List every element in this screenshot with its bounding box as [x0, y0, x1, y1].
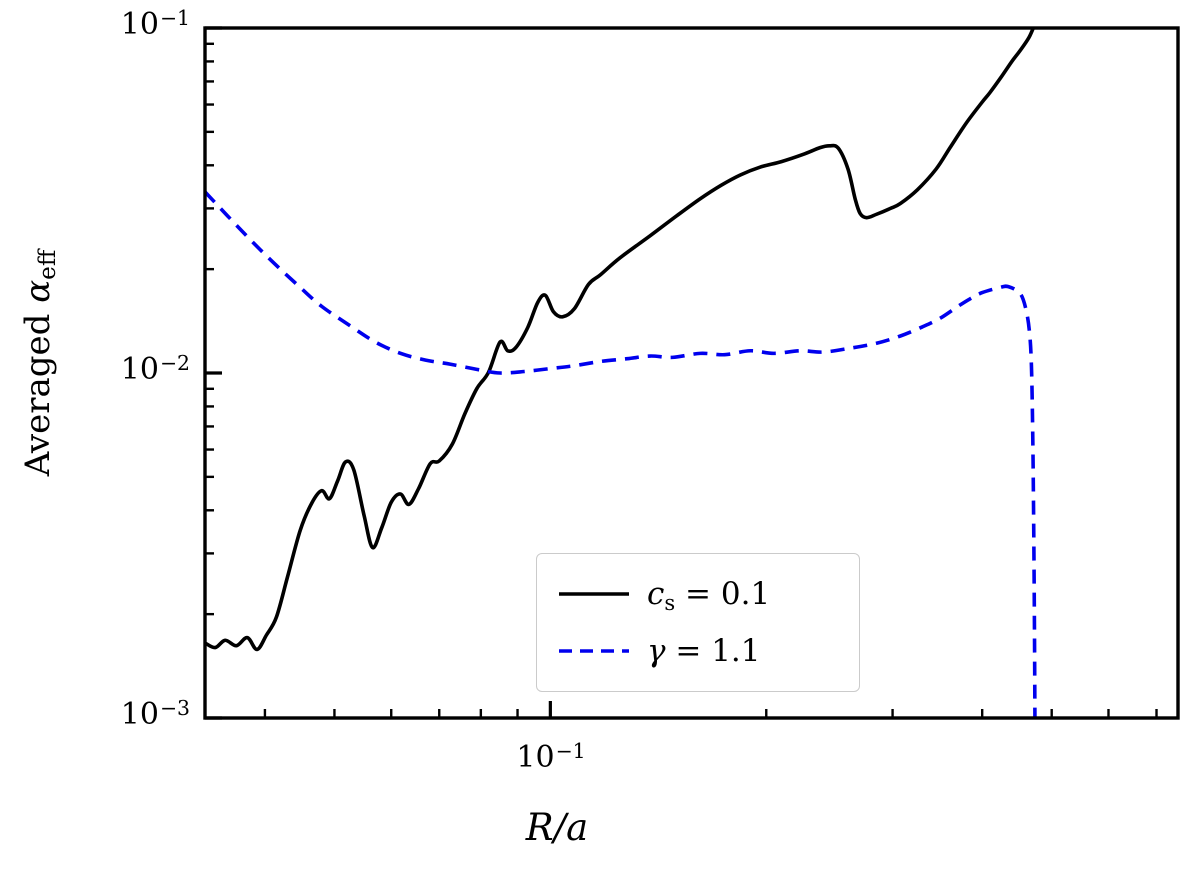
- y-tick-base: 10: [120, 352, 159, 387]
- legend-gamma-value: = 1.1: [665, 632, 761, 669]
- y-tick-exp: −2: [159, 351, 190, 376]
- y-tick-exp: −3: [159, 696, 190, 721]
- x-axis-label-text: R/a: [525, 806, 589, 849]
- y-tick-label-1e-2: 10−2: [56, 351, 190, 388]
- legend-solid-line-sample: [559, 592, 629, 596]
- y-tick-base: 10: [120, 7, 159, 42]
- legend: cs = 0.1 γ = 1.1: [536, 553, 860, 692]
- y-tick-label-1e-1: 10−1: [56, 6, 190, 43]
- y-tick-exp: −1: [159, 6, 190, 31]
- plot-frame: [203, 26, 1180, 720]
- legend-label-gamma: γ = 1.1: [647, 634, 761, 668]
- legend-dashed-line-sample: [559, 649, 629, 653]
- legend-cs-symbol: c: [647, 575, 665, 612]
- series-cs01: [205, 28, 1036, 652]
- x-tick-label-1e-1: 10−1: [495, 739, 607, 776]
- legend-gamma-symbol: γ: [647, 632, 666, 669]
- y-axis-label: Averaged αeff: [14, 133, 62, 593]
- y-axis-label-text: Averaged: [18, 302, 58, 477]
- legend-cs-value: = 0.1: [675, 575, 771, 612]
- series-gamma11: [205, 190, 1037, 718]
- y-tick-label-1e-3: 10−3: [56, 696, 190, 733]
- legend-entry-cs: cs = 0.1: [559, 575, 859, 614]
- legend-entry-gamma: γ = 1.1: [559, 634, 859, 668]
- y-axis-label-subscript: eff: [35, 249, 62, 280]
- legend-cs-subscript: s: [664, 589, 676, 615]
- y-tick-base: 10: [120, 697, 159, 732]
- x-tick-exp: −1: [555, 739, 586, 764]
- x-axis-label: R/a: [467, 806, 647, 849]
- x-tick-base: 10: [516, 740, 555, 775]
- legend-label-cs: cs = 0.1: [647, 575, 771, 614]
- alpha-symbol: α: [18, 279, 58, 303]
